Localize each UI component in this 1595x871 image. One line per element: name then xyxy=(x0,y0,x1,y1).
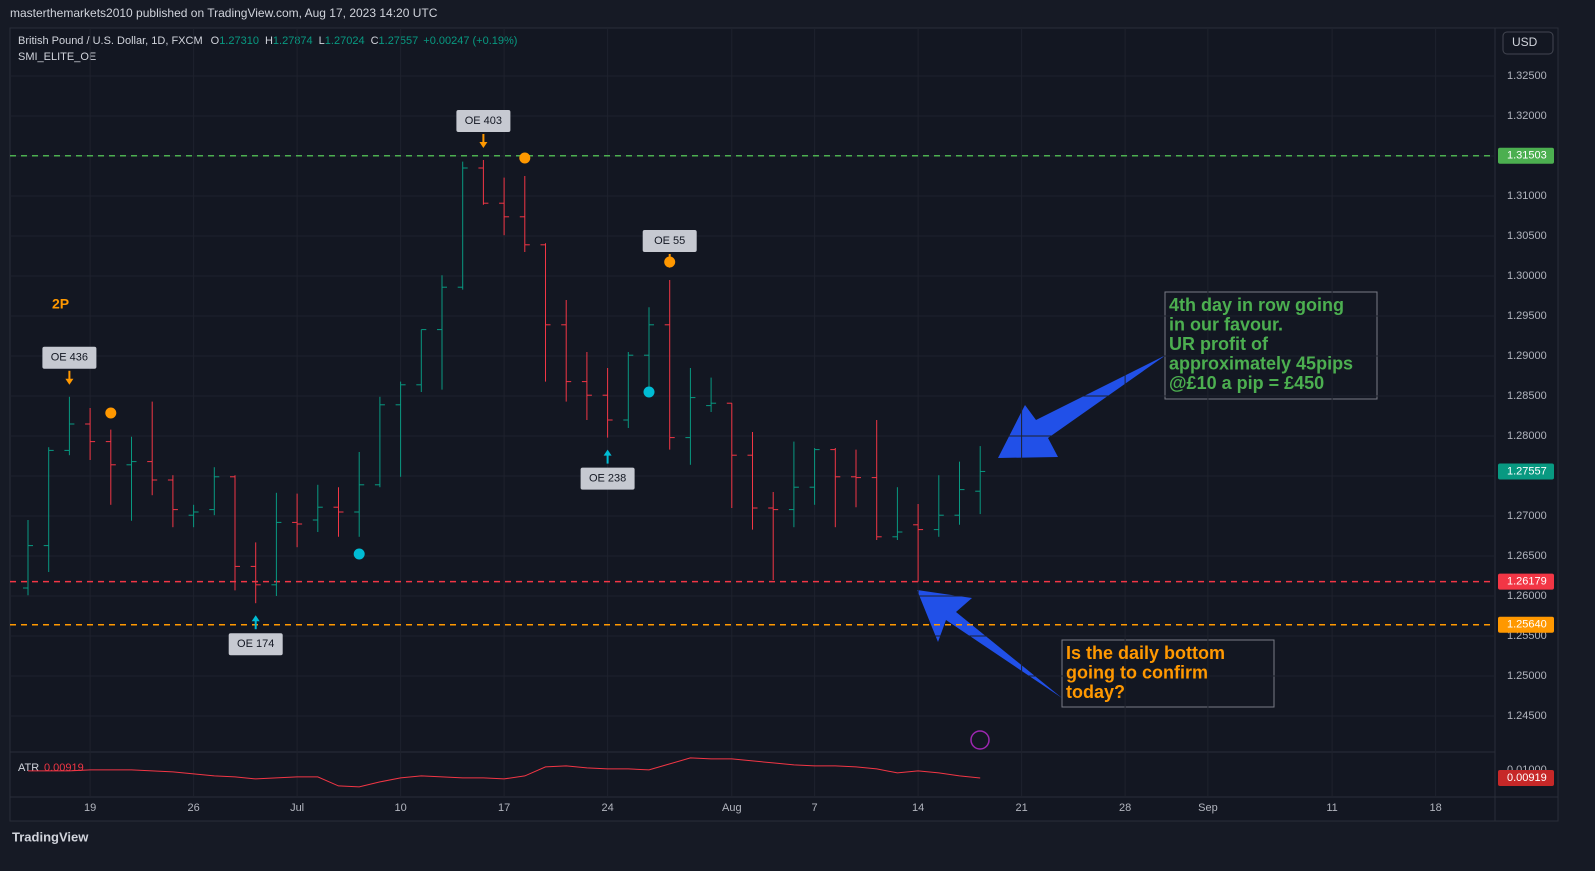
signal-dot xyxy=(519,152,531,164)
signal-box xyxy=(228,633,283,656)
last-price-tag xyxy=(1498,463,1554,480)
level-tag xyxy=(1498,147,1554,164)
y-tick-label: 1.30000 xyxy=(1507,270,1547,282)
publisher: masterthemarkets2010 published on Tradin… xyxy=(10,6,438,20)
x-tick-label: Sep xyxy=(1198,802,1218,814)
change: +0.00247 (+0.19%) xyxy=(423,35,517,47)
annotation-text: 4th day in row going xyxy=(1169,295,1344,315)
quote-value: 1.27310 xyxy=(219,35,259,47)
annotation-text: Is the daily bottom xyxy=(1066,643,1225,663)
annotation-text: going to confirm xyxy=(1066,662,1208,682)
quote-value: 1.27024 xyxy=(325,35,365,47)
y-tick-label: 1.26000 xyxy=(1507,590,1547,602)
signal-box xyxy=(42,346,97,369)
y-tick-label: 1.25000 xyxy=(1507,670,1547,682)
arrow xyxy=(998,355,1166,458)
level-label: 1.31503 xyxy=(1507,150,1547,162)
signal-dot xyxy=(643,386,655,398)
atr-tag-label: 0.00919 xyxy=(1507,772,1547,784)
x-tick-label: 17 xyxy=(498,802,510,814)
level-tag xyxy=(1498,616,1554,633)
currency-button[interactable] xyxy=(1502,31,1554,55)
signal-label: OE 436 xyxy=(51,352,88,364)
currency[interactable]: USD xyxy=(1512,35,1538,49)
signal-box xyxy=(642,230,697,252)
indicator-name: SMI_ELITE_OE xyxy=(18,51,96,63)
quote-label: L xyxy=(319,35,325,47)
annotation-text: approximately 45pips xyxy=(1169,353,1353,373)
y-tick-label: 1.25500 xyxy=(1507,630,1547,642)
annotation-text: in our favour. xyxy=(1169,314,1283,334)
signal-arrowhead xyxy=(479,142,488,148)
x-tick-label: 28 xyxy=(1119,802,1131,814)
last-price-label: 1.27557 xyxy=(1507,465,1547,477)
arrow xyxy=(917,590,1062,698)
annotation-box xyxy=(1061,639,1275,708)
atr-tag xyxy=(1498,770,1554,786)
level-label: 1.26179 xyxy=(1507,576,1547,588)
signal-dot xyxy=(353,548,365,560)
atr-line xyxy=(28,757,981,788)
x-tick-label: 26 xyxy=(187,802,199,814)
y-tick-label: 1.32000 xyxy=(1507,110,1547,122)
y-tick-label: 1.29000 xyxy=(1507,350,1547,362)
x-tick-label: Jul xyxy=(290,802,304,814)
quote-label: O xyxy=(211,35,220,47)
quote-value: 1.27874 xyxy=(273,35,313,47)
signal-label: OE 403 xyxy=(465,115,502,127)
x-tick-label: 24 xyxy=(601,802,613,814)
y-tick-label: 1.24500 xyxy=(1507,710,1547,722)
signal-arrowhead xyxy=(603,449,612,456)
annotation-text: UR profit of xyxy=(1169,334,1269,354)
signal-label: OE 238 xyxy=(589,473,626,485)
level-tag xyxy=(1498,573,1554,590)
quote-label: C xyxy=(371,35,379,47)
y-tick-label: 1.31000 xyxy=(1507,190,1547,202)
annotation-text: @£10 a pip = £450 xyxy=(1169,373,1324,393)
y-tick-label: 1.26500 xyxy=(1507,550,1547,562)
signal-box xyxy=(580,467,635,490)
quote-label: H xyxy=(265,35,273,47)
x-tick-label: 18 xyxy=(1429,802,1441,814)
level-label: 1.25640 xyxy=(1507,619,1547,631)
atr-name: ATR xyxy=(18,762,39,774)
signal-arrowhead xyxy=(665,262,674,268)
x-tick-label: 11 xyxy=(1326,802,1337,814)
x-tick-label: 14 xyxy=(912,802,924,814)
signal-arrowhead xyxy=(65,378,74,385)
signal-box xyxy=(456,110,511,132)
alert-icon[interactable] xyxy=(970,730,990,750)
annotation-text: today? xyxy=(1066,682,1125,702)
y-tick-label: 1.28500 xyxy=(1507,390,1547,402)
symbol-line: British Pound / U.S. Dollar, 1D, FXCM O1.… xyxy=(18,35,517,47)
signal-dot xyxy=(105,407,117,419)
x-tick-label: 19 xyxy=(84,802,96,814)
x-tick-label: 10 xyxy=(394,802,406,814)
y-tick-label: 1.28000 xyxy=(1507,430,1547,442)
y-tick-label: 1.32500 xyxy=(1507,70,1547,82)
signal-label: OE 55 xyxy=(654,235,685,247)
x-tick-label: Aug xyxy=(722,802,742,814)
symbol: British Pound / U.S. Dollar, 1D, FXCM xyxy=(18,35,203,47)
y-tick-label: 1.29500 xyxy=(1507,310,1547,322)
y-tick-label: 1.30500 xyxy=(1507,230,1547,242)
signal-label: OE 174 xyxy=(237,638,274,650)
quote-value: 1.27557 xyxy=(379,35,419,47)
signal-arrowhead xyxy=(251,615,260,622)
y-tick-label: 1.27000 xyxy=(1507,510,1547,522)
chart-frame xyxy=(9,27,1559,822)
marker-2p: 2P xyxy=(52,296,69,312)
annotation-box xyxy=(1164,291,1378,400)
x-tick-label: 7 xyxy=(812,802,818,814)
footer-logo: TradingView xyxy=(12,829,89,844)
atr-value: 0.00919 xyxy=(44,762,84,774)
x-tick-label: 21 xyxy=(1015,802,1027,814)
